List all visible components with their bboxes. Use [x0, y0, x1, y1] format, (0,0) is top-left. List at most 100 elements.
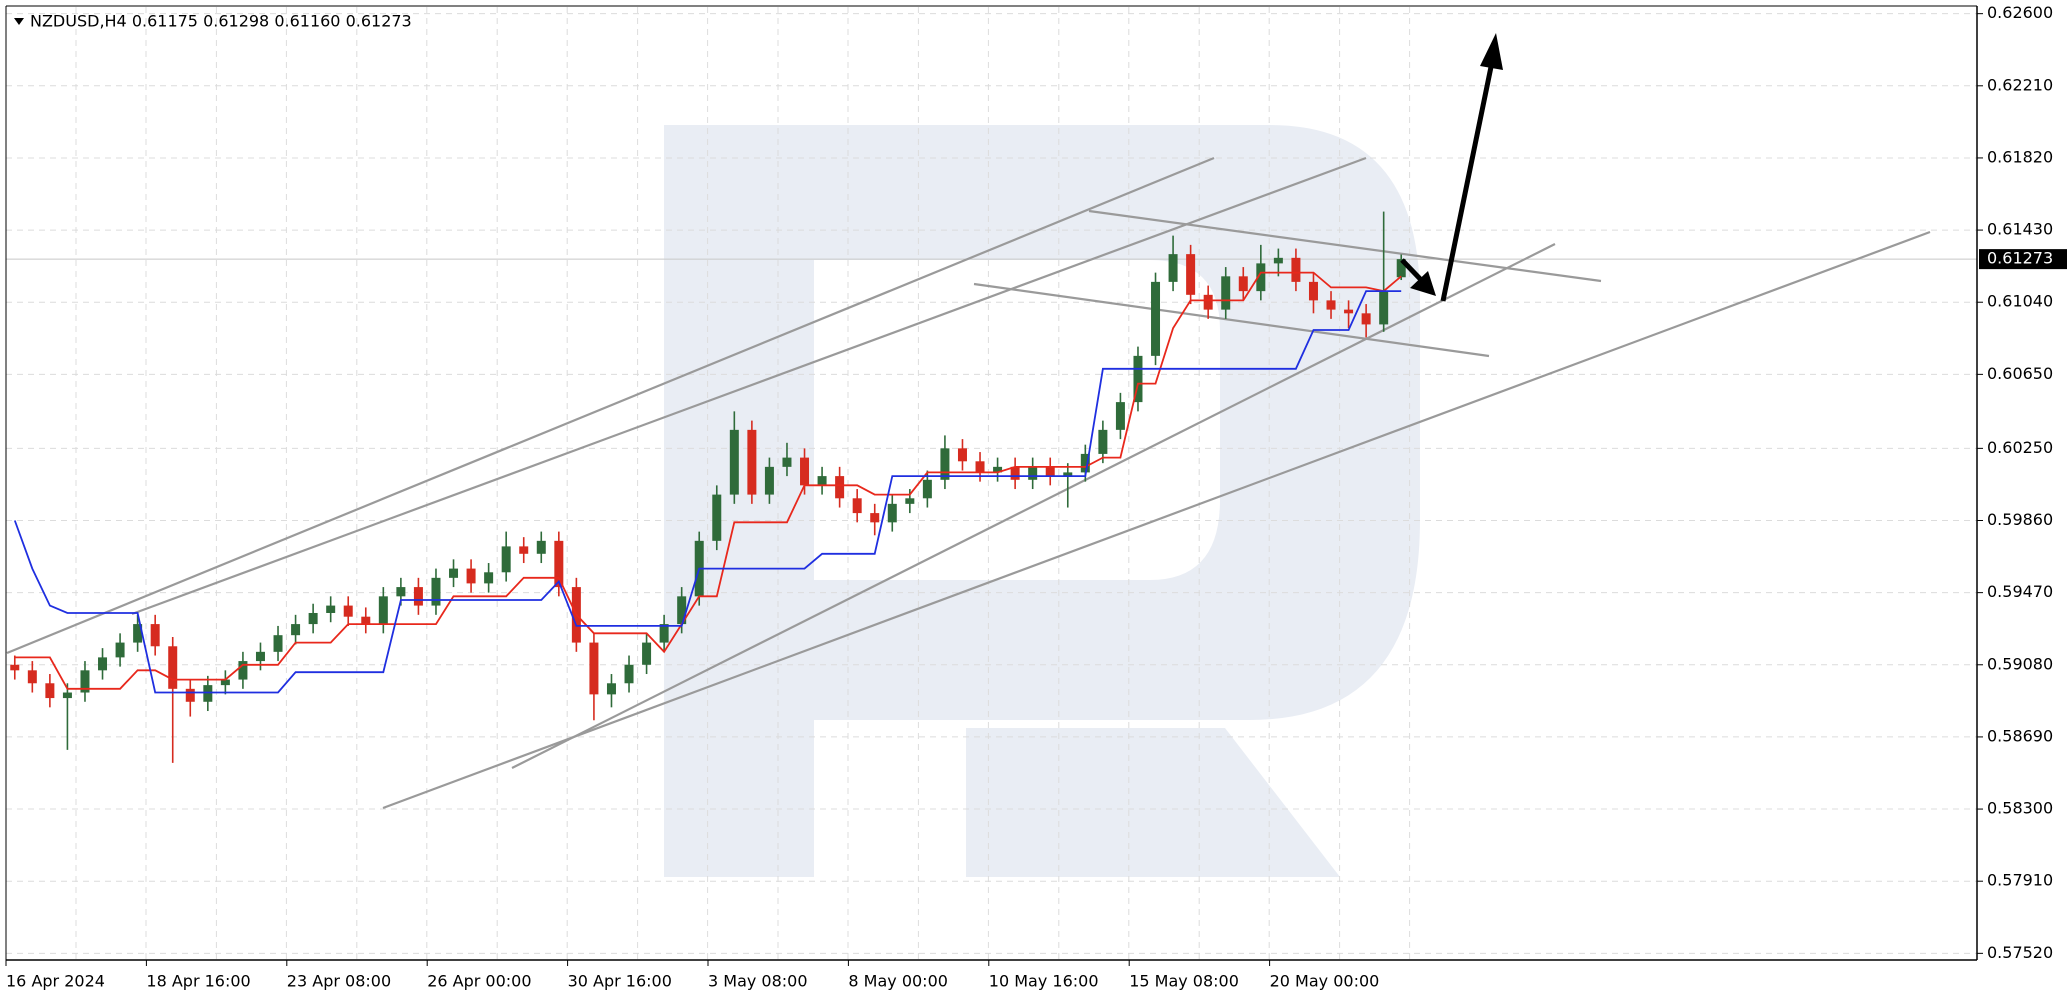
candle-body [922, 479, 932, 499]
x-tick-label: 10 May 16:00 [989, 972, 1099, 991]
candle-body [1361, 313, 1371, 325]
candle-body [1238, 276, 1248, 292]
y-tick-label: 0.57520 [1987, 943, 2053, 962]
candle-body [887, 503, 897, 523]
candle-body [1186, 254, 1196, 295]
candle-body [80, 670, 90, 693]
y-tick-label: 0.61040 [1987, 292, 2053, 311]
trendline [131, 156, 1367, 616]
candle-body [45, 683, 55, 699]
candle-body [1273, 257, 1283, 264]
candle-body [1063, 472, 1073, 477]
x-tick-label: 30 Apr 16:00 [568, 972, 672, 991]
candle-body [957, 448, 967, 462]
candle-body [115, 642, 125, 658]
candle-body [852, 498, 862, 514]
candle-body [1396, 259, 1406, 278]
candle-body [1379, 291, 1389, 325]
candle-body [1344, 309, 1354, 314]
indicator-line [14, 271, 1402, 690]
candle-body [449, 568, 459, 578]
x-tick-label: 16 Apr 2024 [6, 972, 105, 991]
y-tick-label: 0.57910 [1987, 871, 2053, 890]
x-tick-label: 8 May 00:00 [848, 972, 948, 991]
marks [10, 211, 1406, 763]
candle-body [133, 624, 143, 643]
candle-body [431, 577, 441, 606]
candle-body [1203, 294, 1213, 310]
candle-body [993, 466, 1003, 473]
candle-body [870, 513, 880, 523]
candle-body [1028, 466, 1038, 480]
candle-body [1133, 355, 1143, 403]
y-tick-label: 0.58300 [1987, 799, 2053, 818]
watermark [664, 125, 1420, 877]
candle-body [98, 657, 108, 671]
x-tick-label: 18 Apr 16:00 [146, 972, 250, 991]
candle-body [413, 587, 423, 606]
candle-body [343, 605, 353, 617]
candle-body [1098, 429, 1108, 454]
arrows [1400, 33, 1503, 302]
candle-body [308, 612, 318, 625]
candle-body [554, 540, 564, 588]
candle-body [519, 546, 529, 554]
candle-body [203, 685, 213, 702]
candle-body [905, 498, 915, 504]
candle-body [1291, 257, 1301, 282]
candle-body [484, 572, 494, 584]
grid [6, 7, 1977, 960]
y-tick-label: 0.61430 [1987, 220, 2053, 239]
candle-body [606, 683, 616, 695]
trendline [511, 243, 1556, 769]
candle-body [642, 642, 652, 665]
candle-body [326, 605, 336, 613]
y-tick-label: 0.60650 [1987, 364, 2053, 383]
candle-body [747, 429, 757, 495]
y-tick-label: 0.59080 [1987, 654, 2053, 673]
candle-body [291, 624, 301, 636]
indicator-line [13, 290, 1402, 694]
y-tick-label: 0.61820 [1987, 147, 2053, 166]
candle-body [1045, 466, 1055, 477]
arrow [1440, 61, 1495, 302]
candle-body [1080, 453, 1090, 473]
candle-body [1151, 281, 1161, 356]
candle-body [220, 679, 230, 686]
candle-body [396, 587, 406, 597]
candle-body [238, 661, 248, 680]
candle-body [536, 540, 546, 554]
x-tick-label: 20 May 00:00 [1270, 972, 1380, 991]
trendline [382, 230, 1931, 810]
candle-body [361, 616, 371, 625]
candle-body [466, 568, 476, 584]
candle-body [835, 476, 845, 499]
candle-body [975, 461, 985, 473]
trendline [6, 156, 1215, 655]
candle-body [782, 457, 792, 467]
candle-body [1256, 263, 1266, 292]
candle-body [255, 651, 265, 662]
y-tick-label: 0.58690 [1987, 726, 2053, 745]
arrow-head [1410, 271, 1436, 296]
candle-body [940, 448, 950, 480]
candle-body [1010, 466, 1020, 480]
arrow-head [1480, 33, 1503, 70]
y-tick-label: 0.62600 [1987, 3, 2053, 22]
candle-body [659, 624, 669, 643]
y-tick-label: 0.59470 [1987, 582, 2053, 601]
candle-body [150, 624, 160, 647]
menu-arrow[interactable] [14, 18, 24, 25]
candle-body [168, 646, 178, 689]
candle-body [677, 596, 687, 625]
y-tick-label: 0.59860 [1987, 510, 2053, 529]
candle-body [273, 635, 283, 652]
x-tick-label: 15 May 08:00 [1129, 972, 1239, 991]
chart-title: NZDUSD,H4 0.61175 0.61298 0.61160 0.6127… [30, 12, 412, 31]
candle-body [378, 596, 388, 625]
x-tick-label: 23 Apr 08:00 [287, 972, 391, 991]
candle-body [1308, 281, 1318, 301]
candle-body [501, 546, 511, 573]
